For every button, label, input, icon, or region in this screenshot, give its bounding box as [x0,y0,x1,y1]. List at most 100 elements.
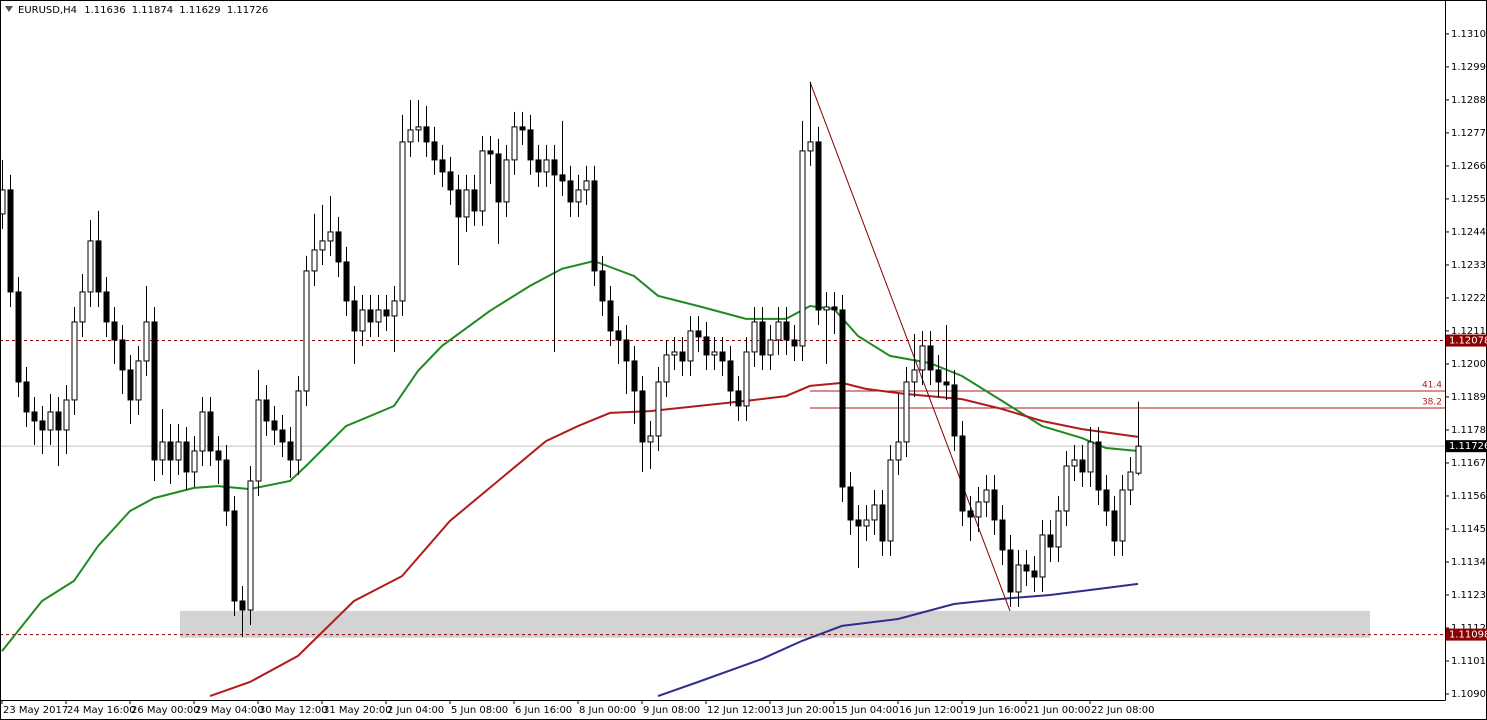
moving-average [657,582,1139,698]
candle-body [439,159,446,173]
y-tick-label: 1.11010 [1451,656,1487,667]
price-level-label: 1.11098 [1449,630,1487,641]
low: 1.11629 [179,5,220,16]
candle-body [71,321,78,401]
candle-body [807,141,814,152]
close: 1.11726 [227,5,268,16]
y-tick-label: 1.12660 [1451,161,1487,172]
candle-body [791,339,798,347]
candle-body [455,189,462,218]
candle-body [679,351,686,362]
candle-body [127,369,134,401]
candle-body [295,390,302,461]
title-icon [5,6,13,12]
candle-body [983,489,990,503]
x-tick-label: 12 Jun 12:00 [707,705,771,716]
candle-body [607,300,614,332]
candle-body [391,300,398,317]
candle-body [1119,489,1126,542]
price-level-box [1446,334,1487,347]
candle-body [999,519,1006,551]
candle-body [1079,459,1086,473]
y-tick-label: 1.12770 [1451,128,1487,139]
candle-body [543,159,550,173]
candle-body [39,420,46,431]
x-tick-label: 26 May 00:00 [131,705,200,716]
symbol: EURUSD,H4 [18,5,77,16]
candle-body [863,519,870,527]
y-tick-label: 1.12220 [1451,293,1487,304]
candle-body [591,180,598,272]
trendline [809,81,1011,612]
x-tick-label: 19 Jun 16:00 [963,705,1027,716]
candle-body [239,600,246,611]
chart-title: EURUSD,H4 1.11636 1.11874 1.11629 1.1172… [18,5,268,16]
candle-body [727,360,734,392]
y-tick-label: 1.11670 [1451,458,1487,469]
x-tick-label: 9 Jun 08:00 [643,705,700,716]
candle-body [167,441,174,461]
candle-body [175,441,182,461]
candle-body [151,321,158,461]
price-level-box [1446,628,1487,641]
candle-body [407,129,414,143]
candle-body [423,126,430,143]
candle-body [935,369,942,383]
candle-body [847,486,854,521]
candle-body [767,339,774,356]
y-tick-label: 1.12000 [1451,359,1487,370]
candle-body [759,321,766,356]
candle-body [551,159,558,176]
y-tick-label: 1.12440 [1451,227,1487,238]
candle-body [1015,564,1022,593]
fib-label: 41.4 [1422,380,1442,390]
candle-body [903,381,910,443]
candle-body [383,309,390,317]
candle-body [367,309,374,323]
candle-body [831,306,838,311]
candle-body [255,399,262,482]
high: 1.11874 [132,5,173,16]
candle-body [87,240,94,293]
candle-body [783,321,790,341]
candle-body [431,141,438,161]
candle-body [311,249,318,272]
moving-average [1,259,1139,652]
candle-body [335,231,342,263]
candle-body [23,381,30,413]
candle-body [559,174,566,182]
candle-body [927,345,934,371]
candle-body [631,360,638,392]
x-tick-label: 29 May 04:00 [195,705,264,716]
candle-body [159,441,166,461]
candle-body [535,159,542,173]
candle-body [959,435,966,512]
candle-body [703,336,710,356]
candle-body [15,291,22,383]
candle-body [103,291,110,323]
candle-body [919,345,926,371]
candle-body [1087,441,1094,473]
candle-body [359,309,366,332]
y-tick-label: 1.10900 [1451,689,1487,700]
candle-body [487,150,494,155]
candle-body [7,189,14,293]
y-tick-label: 1.11890 [1451,392,1487,403]
candle-body [695,330,702,338]
candle-body [63,399,70,431]
candle-body [751,321,758,353]
x-tick-label: 2 Jun 04:00 [387,705,444,716]
candle-body [287,441,294,461]
x-tick-label: 13 Jun 20:00 [771,705,835,716]
candle-body [471,189,478,212]
x-tick-label: 30 May 12:00 [259,705,328,716]
candle-body [519,126,526,131]
candle-body [911,369,918,383]
candle-body [855,519,862,527]
candle-body [327,231,334,242]
candle-body [143,321,150,362]
candle-body [79,291,86,323]
x-tick-label: 24 May 16:00 [67,705,136,716]
candle-body [671,351,678,356]
x-tick-label: 5 Jun 08:00 [451,705,508,716]
